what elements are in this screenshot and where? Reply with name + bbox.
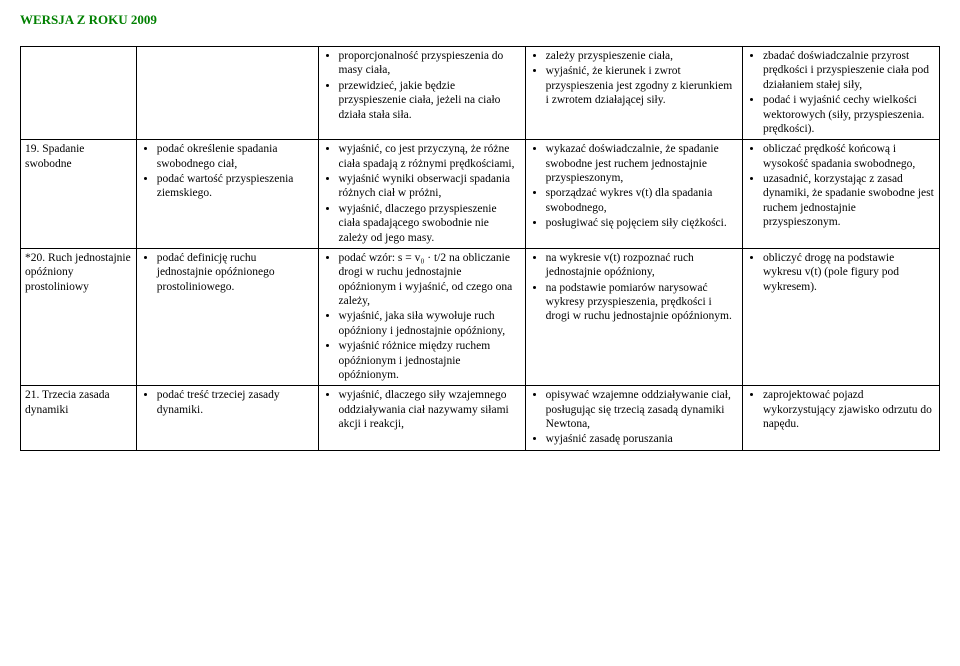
col2-list: wyjaśnić, co jest przyczyną, że różne ci… xyxy=(323,142,521,245)
col2-item: wyjaśnić, dlaczego siły wzajemnego oddzi… xyxy=(339,388,521,431)
cell-col2: wyjaśnić, co jest przyczyną, że różne ci… xyxy=(318,140,525,249)
col4-item: podać i wyjaśnić cechy wielkości wektoro… xyxy=(763,93,935,136)
col2-item: wyjaśnić wyniki obserwacji spadania różn… xyxy=(339,172,521,201)
cell-col1: podać treść trzeciej zasady dynamiki. xyxy=(136,386,318,451)
col3-item: wyjaśnić zasadę poruszania xyxy=(546,432,738,446)
col2-list: podać wzór: s = v₀ · t/2 na obliczanie d… xyxy=(323,251,521,382)
table-row: proporcjonalność przyspieszenia do masy … xyxy=(21,47,940,140)
cell-col4: obliczać prędkość końcową i wysokość spa… xyxy=(742,140,939,249)
col1-list: podać określenie spadania swobodnego cia… xyxy=(141,142,314,201)
cell-col3: opisywać wzajemne oddziaływanie ciał, po… xyxy=(525,386,742,451)
col3-list: zależy przyspieszenie ciała,wyjaśnić, że… xyxy=(530,49,738,108)
col3-item: opisywać wzajemne oddziaływanie ciał, po… xyxy=(546,388,738,431)
col2-item: wyjaśnić różnice między ruchem opóźniony… xyxy=(339,339,521,382)
cell-col2: podać wzór: s = v₀ · t/2 na obliczanie d… xyxy=(318,248,525,385)
row-label xyxy=(21,47,137,140)
requirements-table: proporcjonalność przyspieszenia do masy … xyxy=(20,46,940,451)
row-label: 19. Spadanie swobodne xyxy=(21,140,137,249)
col4-item: zbadać doświadczalnie przyrost prędkości… xyxy=(763,49,935,92)
cell-col2: proporcjonalność przyspieszenia do masy … xyxy=(318,47,525,140)
col4-item: obliczyć drogę na podstawie wykresu v(t)… xyxy=(763,251,935,294)
cell-col4: zaprojektować pojazd wykorzystujący zjaw… xyxy=(742,386,939,451)
col3-item: zależy przyspieszenie ciała, xyxy=(546,49,738,63)
cell-col4: zbadać doświadczalnie przyrost prędkości… xyxy=(742,47,939,140)
row-label: 21. Trzecia zasada dynamiki xyxy=(21,386,137,451)
col1-item: podać treść trzeciej zasady dynamiki. xyxy=(157,388,314,417)
col2-list: proporcjonalność przyspieszenia do masy … xyxy=(323,49,521,122)
table-row: 21. Trzecia zasada dynamiki podać treść t… xyxy=(21,386,940,451)
cell-col2: wyjaśnić, dlaczego siły wzajemnego oddzi… xyxy=(318,386,525,451)
col1-item: podać wartość przyspieszenia ziemskiego. xyxy=(157,172,314,201)
col3-list: opisywać wzajemne oddziaływanie ciał, po… xyxy=(530,388,738,447)
cell-col1 xyxy=(136,47,318,140)
col2-item: wyjaśnić, dlaczego przyspieszenie ciała … xyxy=(339,202,521,245)
cell-col3: na wykresie v(t) rozpoznać ruch jednosta… xyxy=(525,248,742,385)
cell-col3: zależy przyspieszenie ciała,wyjaśnić, że… xyxy=(525,47,742,140)
cell-col4: obliczyć drogę na podstawie wykresu v(t)… xyxy=(742,248,939,385)
col3-item: wykazać doświadczalnie, że spadanie swob… xyxy=(546,142,738,185)
col1-list: podać definicję ruchu jednostajnie opóźn… xyxy=(141,251,314,294)
table-row: *20. Ruch jednostajnie opóźniony prostol… xyxy=(21,248,940,385)
col2-list: wyjaśnić, dlaczego siły wzajemnego oddzi… xyxy=(323,388,521,431)
col3-item: na wykresie v(t) rozpoznać ruch jednosta… xyxy=(546,251,738,280)
col4-item: uzasadnić, korzystając z zasad dynamiki,… xyxy=(763,172,935,230)
col2-item: przewidzieć, jakie będzie przyspieszenie… xyxy=(339,79,521,122)
col2-item: wyjaśnić, jaka siła wywołuje ruch opóźni… xyxy=(339,309,521,338)
col4-list: zbadać doświadczalnie przyrost prędkości… xyxy=(747,49,935,136)
col2-item: podać wzór: s = v₀ · t/2 na obliczanie d… xyxy=(339,251,521,309)
col4-list: obliczyć drogę na podstawie wykresu v(t)… xyxy=(747,251,935,294)
col4-list: obliczać prędkość końcową i wysokość spa… xyxy=(747,142,935,229)
col3-item: wyjaśnić, że kierunek i zwrot przyspiesz… xyxy=(546,64,738,107)
col3-item: na podstawie pomiarów narysować wykresy … xyxy=(546,281,738,324)
col2-item: wyjaśnić, co jest przyczyną, że różne ci… xyxy=(339,142,521,171)
col4-item: obliczać prędkość końcową i wysokość spa… xyxy=(763,142,935,171)
col1-list: podać treść trzeciej zasady dynamiki. xyxy=(141,388,314,417)
col3-list: wykazać doświadczalnie, że spadanie swob… xyxy=(530,142,738,230)
col4-item: zaprojektować pojazd wykorzystujący zjaw… xyxy=(763,388,935,431)
col3-list: na wykresie v(t) rozpoznać ruch jednosta… xyxy=(530,251,738,324)
col3-item: posługiwać się pojęciem siły ciężkości. xyxy=(546,216,738,230)
cell-col1: podać określenie spadania swobodnego cia… xyxy=(136,140,318,249)
col4-list: zaprojektować pojazd wykorzystujący zjaw… xyxy=(747,388,935,431)
col3-item: sporządzać wykres v(t) dla spadania swob… xyxy=(546,186,738,215)
col1-item: podać określenie spadania swobodnego cia… xyxy=(157,142,314,171)
cell-col1: podać definicję ruchu jednostajnie opóźn… xyxy=(136,248,318,385)
cell-col3: wykazać doświadczalnie, że spadanie swob… xyxy=(525,140,742,249)
col1-item: podać definicję ruchu jednostajnie opóźn… xyxy=(157,251,314,294)
row-label: *20. Ruch jednostajnie opóźniony prostol… xyxy=(21,248,137,385)
page-header: WERSJA Z ROKU 2009 xyxy=(20,12,940,28)
col2-item: proporcjonalność przyspieszenia do masy … xyxy=(339,49,521,78)
table-row: 19. Spadanie swobodne podać określenie sp… xyxy=(21,140,940,249)
